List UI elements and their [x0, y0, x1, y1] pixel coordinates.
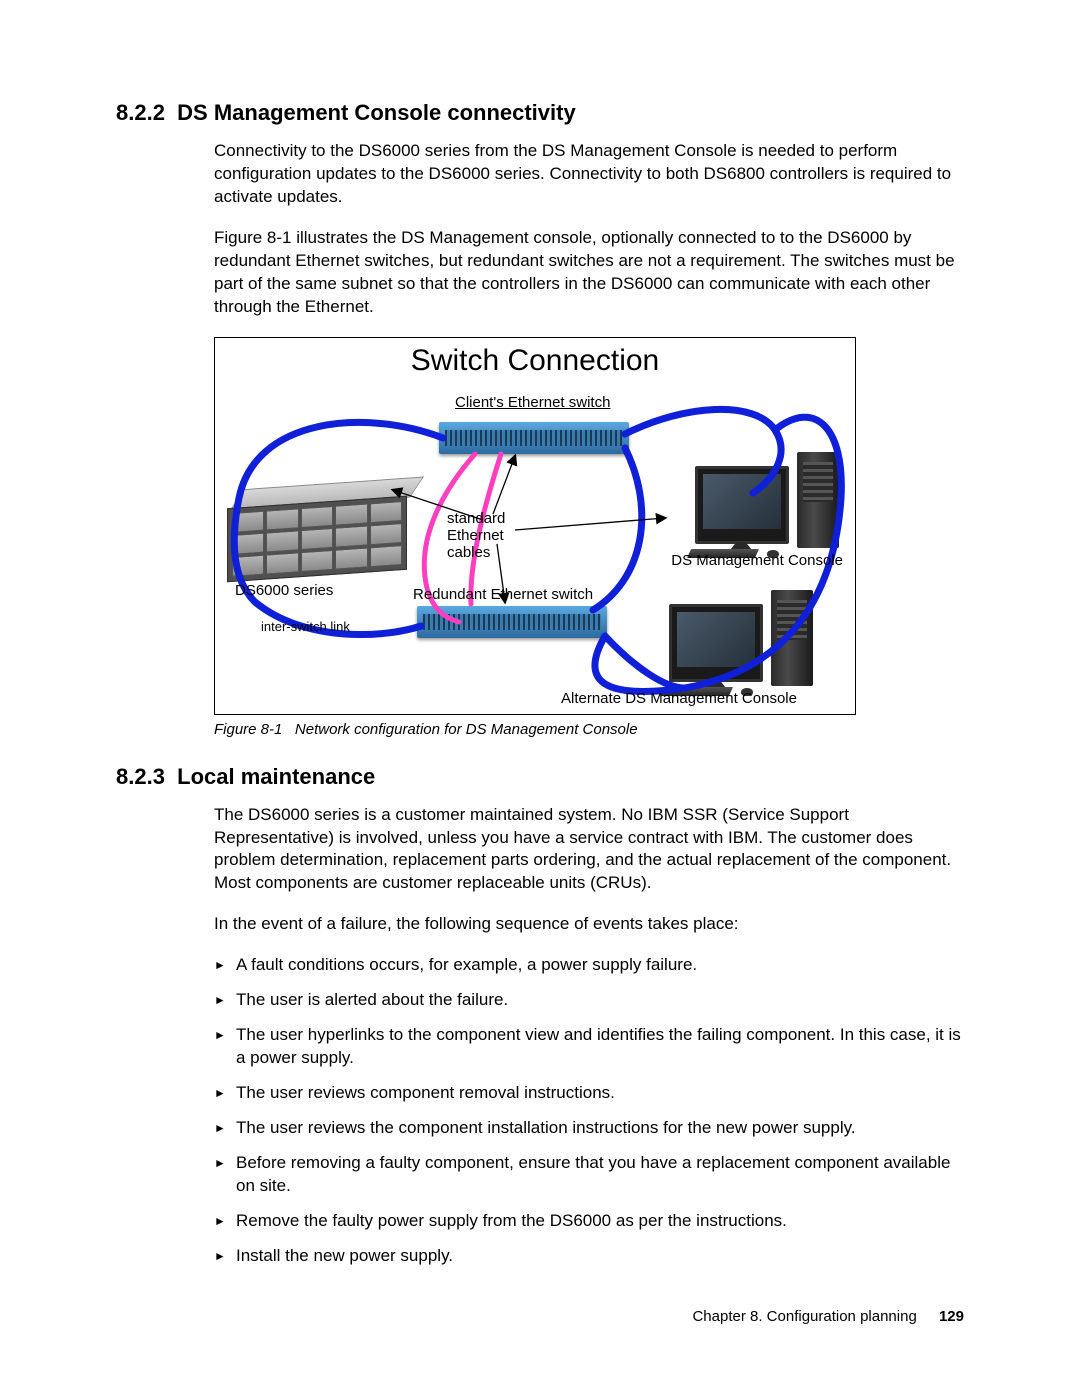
bullet-text: Install the new power supply.	[236, 1245, 964, 1268]
list-item: ►The user is alerted about the failure.	[214, 989, 964, 1012]
page-footer: Chapter 8. Configuration planning 129	[214, 1308, 964, 1325]
alternate-ds-management-console	[663, 576, 813, 696]
bullet-text: Before removing a faulty component, ensu…	[236, 1152, 964, 1198]
section-heading-822: 8.2.2 DS Management Console connectivity	[116, 100, 964, 126]
list-item: ►The user reviews the component installa…	[214, 1117, 964, 1140]
label-alt-dsmc: Alternate DS Management Console	[561, 690, 797, 707]
footer-chapter: Chapter 8. Configuration planning	[692, 1308, 916, 1325]
bullet-text: The user hyperlinks to the component vie…	[236, 1024, 964, 1070]
list-item: ►A fault conditions occurs, for example,…	[214, 954, 964, 977]
bullet-text: The user is alerted about the failure.	[236, 989, 964, 1012]
figure-caption: Figure 8-1 Network configuration for DS …	[214, 721, 964, 738]
figure-caption-label: Figure 8-1	[214, 721, 282, 738]
bullet-list: ►A fault conditions occurs, for example,…	[214, 954, 964, 1267]
bullet-marker: ►	[214, 1210, 236, 1233]
paragraph: Figure 8-1 illustrates the DS Management…	[214, 227, 964, 319]
list-item: ►Before removing a faulty component, ens…	[214, 1152, 964, 1198]
figure-box: Switch Connection	[214, 337, 856, 715]
bullet-text: Remove the faulty power supply from the …	[236, 1210, 964, 1233]
section-number: 8.2.3	[116, 764, 165, 789]
label-interswitch: inter-switch link	[261, 620, 350, 635]
figure-title: Switch Connection	[215, 344, 855, 378]
label-standard-ethernet: standard Ethernet cables	[447, 510, 505, 562]
bullet-marker: ►	[214, 989, 236, 1012]
section-heading-823: 8.2.3 Local maintenance	[116, 764, 964, 790]
ds6000-storage	[227, 491, 407, 582]
label-line: Ethernet	[447, 527, 504, 544]
page: 8.2.2 DS Management Console connectivity…	[0, 0, 1080, 1385]
bullet-marker: ►	[214, 1245, 236, 1268]
label-line: standard	[447, 510, 505, 527]
label-client-switch: Client's Ethernet switch	[455, 394, 610, 411]
label-dsmc: DS Management Console	[671, 552, 843, 569]
bullet-marker: ►	[214, 1082, 236, 1105]
footer-page-number: 129	[939, 1308, 964, 1325]
label-redundant-switch: Redundant Ethernet switch	[413, 586, 593, 603]
section-number: 8.2.2	[116, 100, 165, 125]
bullet-marker: ►	[214, 1024, 236, 1070]
bullet-marker: ►	[214, 1152, 236, 1198]
section-title: DS Management Console connectivity	[177, 100, 576, 125]
list-item: ►Remove the faulty power supply from the…	[214, 1210, 964, 1233]
bullet-text: The user reviews the component installat…	[236, 1117, 964, 1140]
bullet-text: A fault conditions occurs, for example, …	[236, 954, 964, 977]
list-item: ►The user hyperlinks to the component vi…	[214, 1024, 964, 1070]
label-ds6000: DS6000 series	[235, 582, 333, 599]
bullet-marker: ►	[214, 954, 236, 977]
client-ethernet-switch	[439, 422, 629, 454]
redundant-ethernet-switch	[417, 606, 607, 638]
list-item: ►The user reviews component removal inst…	[214, 1082, 964, 1105]
section-title: Local maintenance	[177, 764, 375, 789]
list-item: ►Install the new power supply.	[214, 1245, 964, 1268]
figure-8-1: Switch Connection	[214, 337, 964, 715]
label-line: cables	[447, 544, 490, 561]
bullet-text: The user reviews component removal instr…	[236, 1082, 964, 1105]
ds-management-console	[689, 438, 839, 558]
paragraph: Connectivity to the DS6000 series from t…	[214, 140, 964, 209]
paragraph: The DS6000 series is a customer maintain…	[214, 804, 964, 896]
bullet-marker: ►	[214, 1117, 236, 1140]
paragraph: In the event of a failure, the following…	[214, 913, 964, 936]
figure-caption-text: Network configuration for DS Management …	[295, 721, 638, 738]
